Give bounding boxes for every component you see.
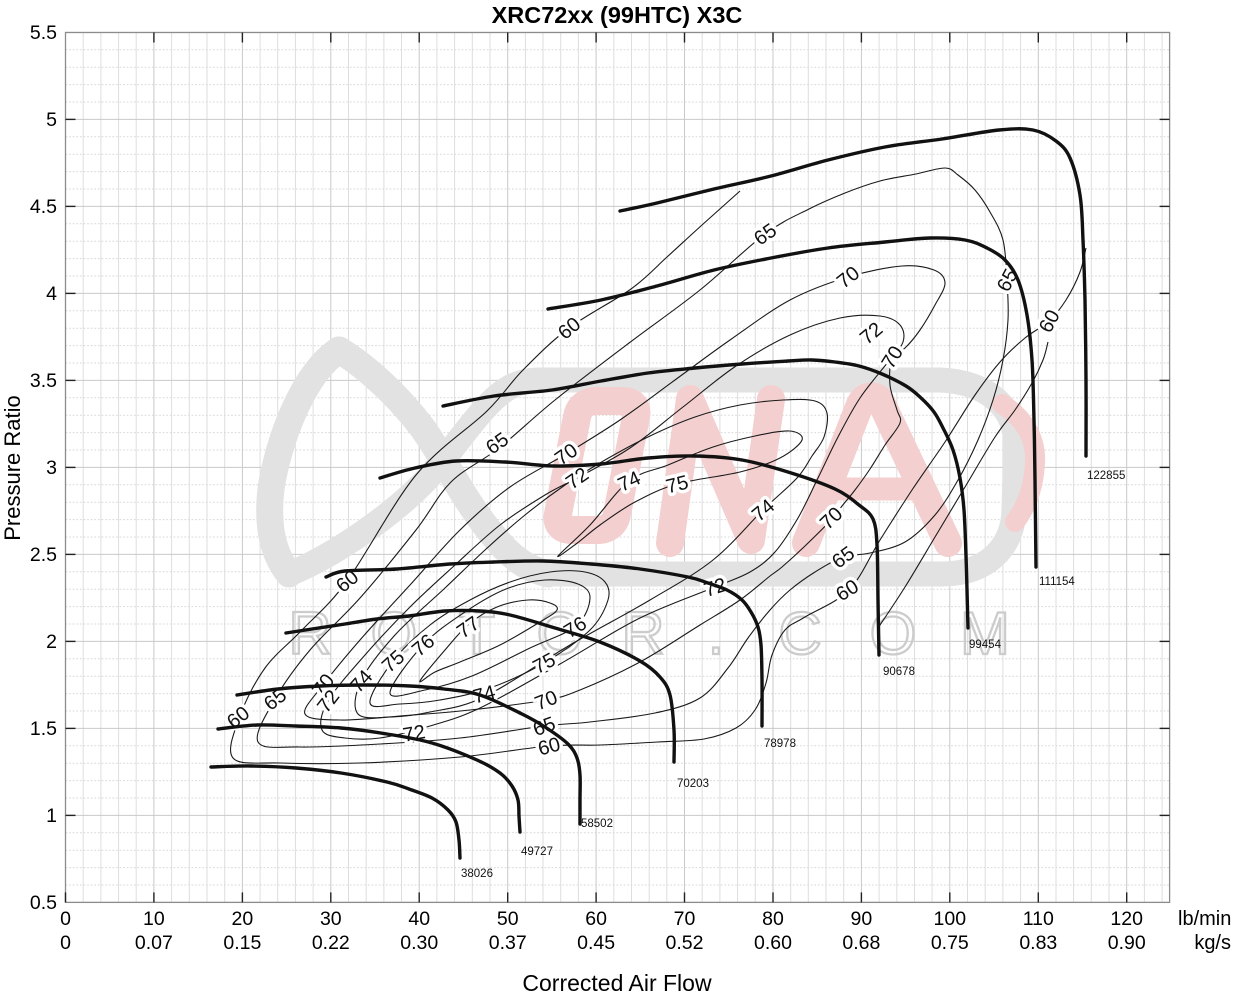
svg-text:60: 60 bbox=[585, 908, 607, 930]
svg-text:30: 30 bbox=[320, 908, 342, 930]
svg-text:R: R bbox=[621, 600, 664, 667]
svg-text:4.5: 4.5 bbox=[30, 196, 57, 218]
svg-text:10: 10 bbox=[143, 908, 165, 930]
svg-text:70203: 70203 bbox=[677, 778, 709, 790]
svg-text:.: . bbox=[708, 600, 725, 667]
svg-text:1: 1 bbox=[46, 805, 57, 827]
svg-text:0.15: 0.15 bbox=[223, 932, 261, 954]
svg-text:0.5: 0.5 bbox=[30, 892, 57, 914]
svg-text:80: 80 bbox=[762, 908, 784, 930]
svg-text:90678: 90678 bbox=[883, 666, 915, 678]
svg-text:49727: 49727 bbox=[521, 846, 553, 858]
svg-text:20: 20 bbox=[232, 908, 254, 930]
svg-text:kg/s: kg/s bbox=[1194, 932, 1231, 954]
svg-text:0.60: 0.60 bbox=[754, 932, 792, 954]
svg-text:3.5: 3.5 bbox=[30, 370, 57, 392]
svg-text:38026: 38026 bbox=[461, 868, 493, 880]
svg-text:3: 3 bbox=[46, 457, 57, 479]
svg-text:lb/min: lb/min bbox=[1178, 908, 1231, 930]
svg-text:XRC72xx (99HTC) X3C: XRC72xx (99HTC) X3C bbox=[492, 2, 743, 28]
svg-text:120: 120 bbox=[1110, 908, 1143, 930]
svg-text:0.68: 0.68 bbox=[842, 932, 880, 954]
svg-text:5.5: 5.5 bbox=[30, 22, 57, 44]
svg-text:0.07: 0.07 bbox=[135, 932, 173, 954]
svg-text:O: O bbox=[371, 600, 418, 667]
svg-text:70: 70 bbox=[674, 908, 696, 930]
svg-text:0.22: 0.22 bbox=[312, 932, 350, 954]
svg-text:2: 2 bbox=[46, 631, 57, 653]
svg-text:90: 90 bbox=[851, 908, 873, 930]
svg-text:72: 72 bbox=[401, 721, 427, 747]
svg-text:0.45: 0.45 bbox=[577, 932, 615, 954]
svg-text:100: 100 bbox=[934, 908, 967, 930]
svg-text:0: 0 bbox=[60, 932, 71, 954]
svg-text:Corrected Air Flow: Corrected Air Flow bbox=[522, 970, 712, 996]
svg-text:0.90: 0.90 bbox=[1108, 932, 1146, 954]
svg-text:Pressure Ratio: Pressure Ratio bbox=[0, 395, 25, 541]
svg-text:0.30: 0.30 bbox=[400, 932, 438, 954]
svg-text:4: 4 bbox=[46, 283, 57, 305]
svg-text:0.83: 0.83 bbox=[1019, 932, 1057, 954]
svg-text:0.52: 0.52 bbox=[666, 932, 704, 954]
svg-text:5: 5 bbox=[46, 109, 57, 131]
svg-text:0.37: 0.37 bbox=[489, 932, 527, 954]
svg-text:2.5: 2.5 bbox=[30, 544, 57, 566]
svg-text:78978: 78978 bbox=[764, 738, 796, 750]
svg-text:1.5: 1.5 bbox=[30, 718, 57, 740]
svg-text:110: 110 bbox=[1023, 908, 1054, 930]
svg-text:122855: 122855 bbox=[1087, 470, 1125, 482]
svg-text:111154: 111154 bbox=[1039, 576, 1075, 588]
svg-text:40: 40 bbox=[408, 908, 430, 930]
svg-text:99454: 99454 bbox=[969, 639, 1002, 651]
svg-text:50: 50 bbox=[497, 908, 519, 930]
svg-text:58502: 58502 bbox=[581, 818, 613, 830]
svg-text:C: C bbox=[778, 600, 821, 667]
svg-text:0: 0 bbox=[60, 908, 71, 930]
svg-text:0.75: 0.75 bbox=[931, 932, 969, 954]
